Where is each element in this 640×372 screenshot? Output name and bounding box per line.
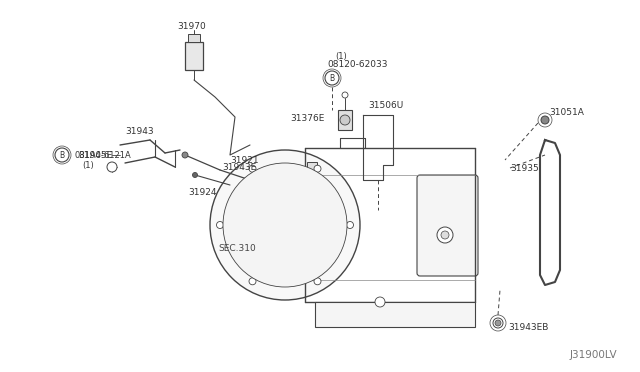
Circle shape <box>314 165 321 172</box>
Text: 08120-62033: 08120-62033 <box>327 60 387 68</box>
Text: 31943E: 31943E <box>222 163 256 171</box>
Circle shape <box>250 190 320 260</box>
Circle shape <box>441 231 449 239</box>
Text: 081A0-6121A: 081A0-6121A <box>74 151 131 160</box>
Text: 31051A: 31051A <box>549 108 584 116</box>
Circle shape <box>314 278 321 285</box>
Circle shape <box>493 318 503 328</box>
Bar <box>185 42 203 70</box>
Circle shape <box>277 217 293 233</box>
Circle shape <box>541 116 549 124</box>
Text: 31506U: 31506U <box>368 100 403 109</box>
Text: 31935: 31935 <box>510 164 539 173</box>
Bar <box>338 110 352 130</box>
Circle shape <box>340 115 350 125</box>
Circle shape <box>263 203 307 247</box>
Circle shape <box>346 221 353 228</box>
Text: (1): (1) <box>335 51 347 61</box>
Circle shape <box>216 221 223 228</box>
Circle shape <box>249 278 256 285</box>
Circle shape <box>210 150 360 300</box>
Text: 31943EB: 31943EB <box>508 324 548 333</box>
Text: B: B <box>330 74 335 83</box>
FancyBboxPatch shape <box>417 175 478 276</box>
Text: 31945E: 31945E <box>78 151 112 160</box>
Text: (1): (1) <box>82 160 93 170</box>
Circle shape <box>193 173 198 177</box>
Circle shape <box>375 297 385 307</box>
Text: 31376E: 31376E <box>290 113 324 122</box>
Bar <box>307 162 317 177</box>
Circle shape <box>182 152 188 158</box>
Text: J31900LV: J31900LV <box>570 350 618 360</box>
Bar <box>188 34 200 42</box>
Circle shape <box>280 220 290 230</box>
Circle shape <box>223 163 347 287</box>
Circle shape <box>287 192 293 198</box>
Text: 31921: 31921 <box>230 155 259 164</box>
Circle shape <box>437 227 453 243</box>
Circle shape <box>273 213 297 237</box>
Circle shape <box>237 177 333 273</box>
Text: 31970: 31970 <box>177 22 205 31</box>
Text: 31924: 31924 <box>188 187 216 196</box>
Circle shape <box>325 71 339 85</box>
Circle shape <box>342 92 348 98</box>
Circle shape <box>495 320 501 326</box>
Text: SEC.310: SEC.310 <box>218 244 256 253</box>
Circle shape <box>249 165 256 172</box>
Text: B: B <box>60 151 65 160</box>
Text: 31943: 31943 <box>125 126 154 135</box>
Circle shape <box>55 148 69 162</box>
Circle shape <box>107 162 117 172</box>
Bar <box>315 302 475 327</box>
